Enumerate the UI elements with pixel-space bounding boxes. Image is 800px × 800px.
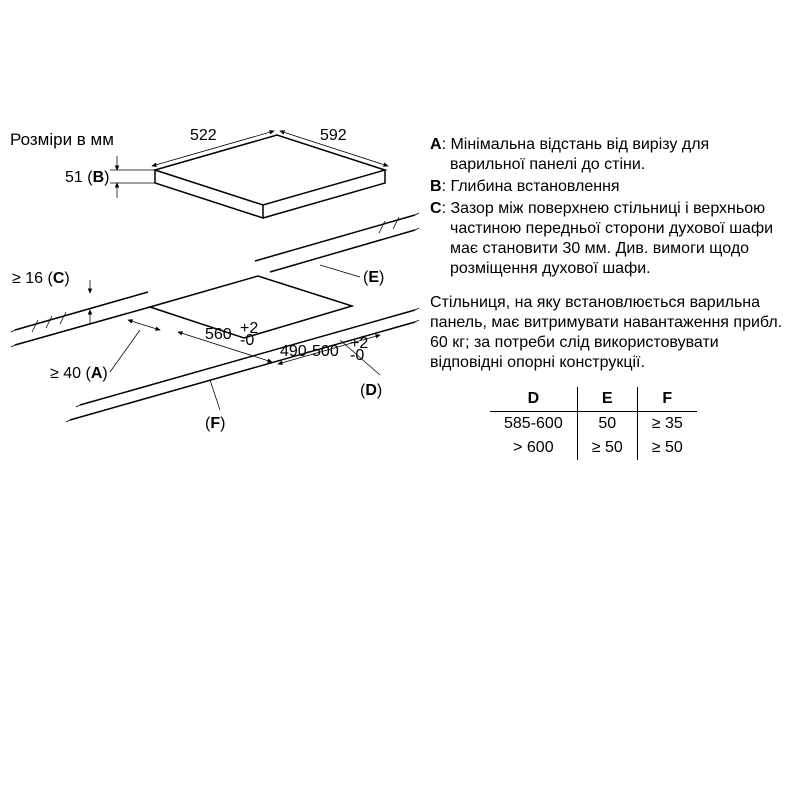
installation-diagram: 522 592 51 (B) 560 — [10, 120, 420, 480]
svg-text:490-500: 490-500 — [280, 343, 339, 360]
dim-depth-value: 522 — [190, 127, 217, 144]
table-header: D — [490, 387, 577, 412]
definition-list: A: Мінімальна відстань від вирізу для ва… — [430, 135, 785, 279]
dimensions-table: D E F 585-600 50 ≥ 35 > 600 ≥ 50 ≥ 50 — [490, 387, 697, 460]
svg-text:(D): (D) — [360, 382, 382, 399]
dim-gap-a: ≥ 40 (A) — [50, 320, 160, 382]
text-panel: A: Мінімальна відстань від вирізу для ва… — [430, 135, 785, 460]
label-f: (F) — [205, 380, 225, 432]
dim-width-value: 592 — [320, 127, 347, 144]
dim-width: 592 — [280, 127, 388, 166]
countertop — [11, 213, 419, 422]
dim-cutout-depth: 490-500 +2 -0 — [278, 335, 380, 364]
def-a: A: Мінімальна відстань від вирізу для ва… — [450, 135, 785, 175]
svg-text:51 (B): 51 (B) — [65, 169, 109, 186]
def-c: C: Зазор між поверхнею стільниці і верхн… — [450, 199, 785, 279]
table-row: 585-600 50 ≥ 35 — [490, 412, 697, 437]
table-row: > 600 ≥ 50 ≥ 50 — [490, 436, 697, 460]
dim-height: 51 (B) — [65, 156, 155, 198]
hob-top-view — [155, 135, 385, 218]
table-header: E — [577, 387, 637, 412]
dim-depth: 522 — [152, 127, 274, 166]
label-e: (E) — [320, 265, 384, 286]
def-b: B: Глибина встановлення — [450, 177, 785, 197]
svg-text:≥ 16 (C): ≥ 16 (C) — [12, 270, 70, 287]
svg-text:≥ 40 (A): ≥ 40 (A) — [50, 365, 108, 382]
svg-text:-0: -0 — [240, 332, 254, 349]
svg-text:(E): (E) — [363, 269, 384, 286]
table-header: F — [637, 387, 697, 412]
note-paragraph: Стільниця, на яку встановлюється варильн… — [430, 293, 785, 373]
svg-text:560: 560 — [205, 326, 232, 343]
wall-hatch — [32, 217, 399, 332]
svg-text:(F): (F) — [205, 415, 225, 432]
dim-gap-c: ≥ 16 (C) — [12, 270, 90, 323]
dim-cutout-width: 560 +2 -0 — [178, 320, 272, 362]
